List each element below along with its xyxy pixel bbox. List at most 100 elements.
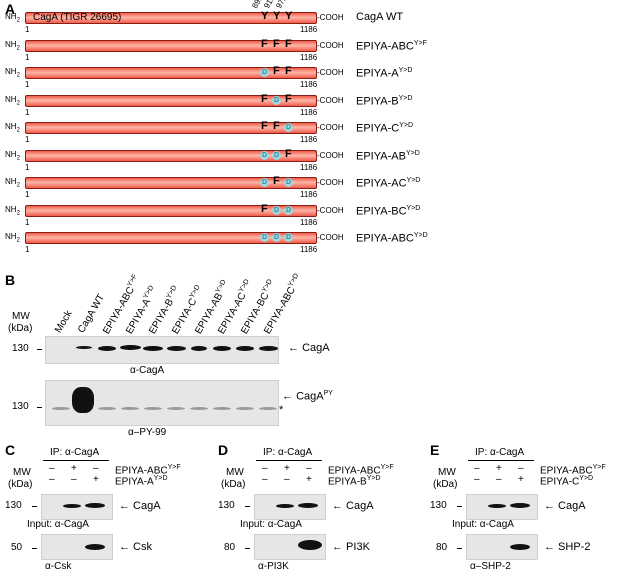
band — [510, 503, 530, 508]
band — [63, 504, 81, 508]
band — [167, 407, 185, 410]
residue-mark: D — [284, 233, 293, 242]
blot-1-band-label: ← CagA — [544, 500, 586, 512]
position-972: 972 — [274, 0, 289, 10]
kda-label: (kDa) — [221, 479, 246, 490]
end-residue: 1186 — [300, 80, 318, 89]
cooh-label: -COOH — [317, 13, 344, 22]
sign: – — [496, 474, 502, 485]
lane-label: Mock — [53, 308, 75, 335]
band — [258, 346, 278, 351]
residue-mark: F — [285, 37, 292, 50]
construct-name: EPIYA-ACY>D — [356, 177, 421, 190]
mw-label: MW — [438, 467, 456, 478]
construct-name: EPIYA-ABY>D — [356, 149, 420, 163]
caption: α–SHP-2 — [470, 561, 511, 572]
panel-a-label: A — [5, 1, 16, 17]
cagA-bar — [25, 232, 317, 244]
ip-label: IP: α-CagA — [50, 447, 100, 458]
caption: α-PI3K — [258, 561, 289, 572]
band — [85, 544, 105, 550]
blot-py99-mw: 130 — [12, 401, 29, 412]
nh2-label: NH2 — [5, 232, 20, 244]
blot-2-mw: 80 — [436, 542, 448, 553]
tick — [457, 548, 462, 549]
residue-mark: D — [272, 95, 281, 105]
sign: – — [306, 463, 312, 474]
residue-mark: Y — [261, 10, 269, 22]
start-residue: 1 — [25, 25, 30, 34]
band — [144, 407, 162, 410]
sign: – — [71, 474, 77, 485]
blot-1-band-label: ← CagA — [332, 500, 374, 512]
panel-label: E — [430, 442, 440, 458]
cagA-bar — [25, 67, 317, 79]
bar-title: CagA (TIGR 26695) — [33, 12, 122, 23]
row-label: EPIYA-CY>D — [540, 475, 594, 488]
residue-mark: F — [273, 37, 280, 50]
tick — [32, 548, 37, 549]
residue-mark: D — [260, 150, 269, 160]
nh2-label: NH2 — [5, 149, 20, 162]
row-label: EPIYA-ABCY>F — [115, 464, 181, 477]
residue-mark: F — [285, 147, 292, 160]
blot-1-mw: 130 — [218, 500, 235, 511]
blot-2-mw: 80 — [224, 542, 236, 553]
construct-name: EPIYA-AY>D — [356, 67, 413, 80]
start-residue: 1 — [25, 245, 30, 254]
nh2-label: NH2 — [5, 39, 20, 52]
residue-mark: F — [261, 37, 268, 50]
residue-mark: F — [261, 202, 268, 215]
sign: – — [284, 474, 290, 485]
kda-label: (kDa) — [8, 323, 33, 334]
mw-label: MW — [13, 467, 31, 478]
band — [166, 346, 186, 351]
band — [98, 407, 116, 410]
residue-mark: F — [273, 120, 280, 132]
band — [98, 346, 116, 351]
start-residue: 1 — [25, 217, 30, 227]
sign: – — [474, 474, 480, 485]
cooh-label: -COOH — [317, 40, 344, 50]
residue-mark: D — [272, 150, 281, 160]
band — [143, 346, 163, 351]
residue-mark: D — [260, 233, 269, 242]
end-residue: 1186 — [300, 107, 318, 117]
sign: + — [93, 474, 99, 485]
start-residue: 1 — [25, 135, 30, 144]
band — [236, 407, 254, 410]
residue-mark: D — [284, 178, 293, 187]
panel-label: C — [5, 442, 16, 458]
blot-py99-caption: α–PY-99 — [128, 427, 167, 438]
band — [190, 407, 208, 410]
sign: – — [262, 463, 268, 474]
sign: + — [284, 463, 290, 474]
sign: – — [474, 463, 480, 474]
nh2-label: NH2 — [5, 67, 20, 79]
construct-name: EPIYA-ABCY>D — [356, 232, 428, 245]
tick — [457, 506, 462, 507]
band — [236, 346, 254, 351]
end-residue: 1186 — [300, 52, 318, 62]
band — [121, 407, 139, 410]
residue-mark: D — [260, 68, 269, 77]
row-label: EPIYA-ABCY>F — [540, 464, 606, 477]
end-residue: 1186 — [300, 245, 318, 254]
sign: – — [518, 463, 524, 474]
tick — [245, 506, 250, 507]
blot-2-band-label: ← SHP-2 — [544, 541, 591, 553]
blot-py99-band-label: ← CagAPY — [282, 390, 333, 403]
input-label: Input: α-CagA — [27, 519, 89, 530]
blot-cagA-caption: α-CagA — [130, 365, 165, 376]
input-label: Input: α-CagA — [452, 519, 514, 530]
sign: – — [262, 474, 268, 485]
residue-mark: F — [261, 120, 268, 132]
panel-b-label: B — [5, 272, 16, 288]
panel-label: D — [218, 442, 229, 458]
cagA-bar — [25, 122, 317, 134]
input-label: Input: α-CagA — [240, 519, 302, 530]
nh2-label: NH2 — [5, 204, 20, 217]
cagA-bar — [25, 149, 317, 162]
residue-mark: D — [260, 178, 269, 187]
sign: + — [71, 463, 77, 474]
